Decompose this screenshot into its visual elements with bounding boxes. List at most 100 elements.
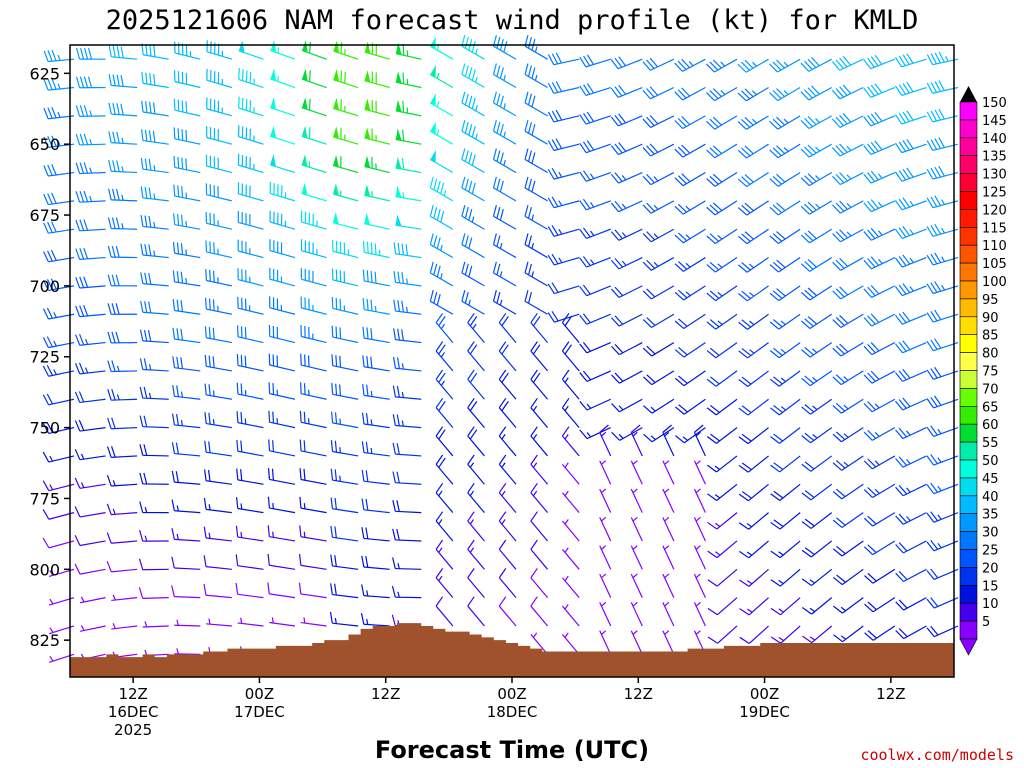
barb-feather [741,204,751,214]
wind-barb [895,625,927,640]
barb-feather [204,469,207,481]
barb-feather [144,158,148,170]
barb-feather [898,84,906,95]
barb-half-feather [564,405,569,412]
barb-feather [642,61,651,71]
barb-feather [741,319,752,328]
barb-feather [267,496,271,509]
barb-feather [235,525,239,538]
barb-feather [547,283,555,294]
barb-half-feather [717,263,723,269]
wind-barb [611,398,643,413]
barb-half-feather [815,203,821,209]
barb-feather [707,607,718,616]
barb-shaft [748,625,769,644]
wind-barb [642,57,675,71]
barb-feather [401,157,405,170]
barb-feather [467,511,475,522]
barb-feather [51,192,57,204]
barb-shaft [205,537,232,542]
barb-flag [270,125,276,139]
barb-feather [674,320,685,329]
wind-barb [693,516,706,542]
barb-feather [112,74,116,86]
barb-feather [547,82,555,94]
barb-shaft [715,257,738,273]
barb-shaft [111,113,138,117]
barb-feather [139,530,144,542]
wind-barb [107,274,138,287]
barb-half-feather [601,601,607,607]
barb-shaft [364,251,390,259]
barb-shaft [142,311,169,315]
barb-feather [396,528,400,541]
barb-shaft [809,313,833,330]
barb-half-feather [664,460,670,465]
barb-half-feather [558,257,563,263]
barb-feather [769,378,780,387]
barb-shaft [206,194,232,202]
wind-barb [801,540,833,558]
barb-half-feather [532,462,538,468]
wind-barb [461,63,485,89]
wind-barb [139,329,169,344]
barb-shaft [237,593,264,599]
barb-feather [75,105,81,117]
barb-feather [839,257,849,267]
barb-feather [236,382,239,395]
wind-barb [392,356,422,372]
wind-barb [237,210,264,230]
barb-half-feather [783,118,789,124]
barb-shaft [301,78,327,89]
credit-link[interactable]: coolwx.com/models [860,746,1014,764]
colorbar-swatch [959,423,978,443]
x-tick-label: 2025 [114,721,152,739]
barb-feather [898,112,907,124]
barb-feather [870,227,880,238]
barb-feather [579,429,588,439]
barb-feather [240,383,243,395]
wind-barb [435,341,454,372]
barb-shaft [530,549,549,570]
barb-shaft [174,309,201,315]
barb-feather [527,292,533,304]
barb-shaft [693,432,706,457]
barb-feather [83,133,89,145]
barb-feather [707,521,718,530]
barb-half-feather [752,118,758,124]
barb-feather [498,511,507,522]
wind-barb [832,427,864,443]
barb-feather [867,630,877,639]
barb-shaft [142,111,169,117]
wind-barb [204,412,232,429]
wind-barb [739,625,769,644]
barb-feather [930,282,938,293]
barb-half-feather [531,271,535,278]
barb-feather [681,58,690,69]
barb-feather [583,84,591,95]
barb-feather [811,85,820,95]
barb-feather [642,89,651,100]
barb-feather [804,404,815,413]
wind-barb [361,527,390,542]
wind-barb [770,540,801,559]
wind-barb [107,331,138,344]
wind-barb [926,108,959,123]
barb-shaft [395,567,422,570]
wind-barb [392,385,422,400]
barb-feather [712,202,723,212]
barb-half-feather [780,377,786,383]
barb-shaft [395,138,422,145]
barb-shaft [174,424,201,429]
barb-feather [712,173,723,183]
barb-shaft [269,450,296,457]
barb-shaft [524,159,548,174]
barb-feather [934,338,942,349]
wind-barb [395,157,422,174]
barb-feather [268,410,271,423]
barb-feather [610,59,619,70]
barb-shaft [902,285,927,297]
barb-feather [116,131,120,144]
wind-barb [498,511,517,542]
barb-shaft [872,455,896,470]
